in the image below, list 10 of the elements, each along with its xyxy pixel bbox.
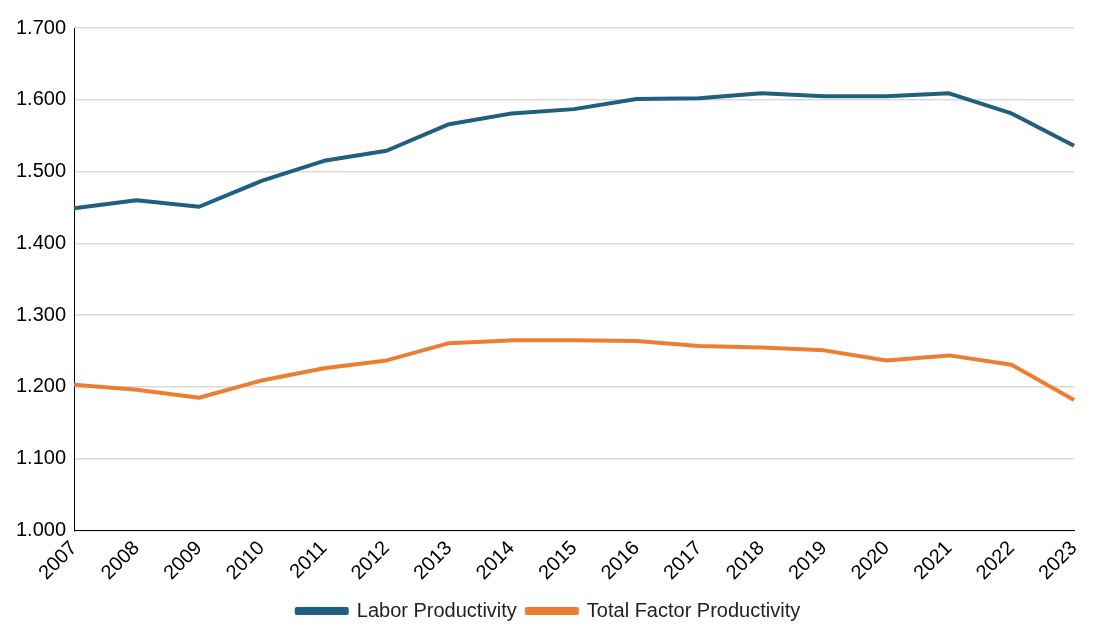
legend-label: Labor Productivity	[356, 598, 517, 621]
y-tick-label: 1.300	[15, 302, 67, 325]
y-tick-label: 1.500	[15, 159, 67, 182]
y-tick-label: 1.700	[15, 15, 67, 38]
y-tick-label: 1.200	[15, 374, 67, 397]
y-tick-label: 1.000	[15, 518, 67, 541]
y-tick-label: 1.100	[15, 446, 67, 469]
y-tick-label: 1.400	[15, 230, 67, 253]
y-tick-label: 1.600	[15, 87, 67, 110]
legend-label: Total Factor Productivity	[586, 598, 801, 621]
